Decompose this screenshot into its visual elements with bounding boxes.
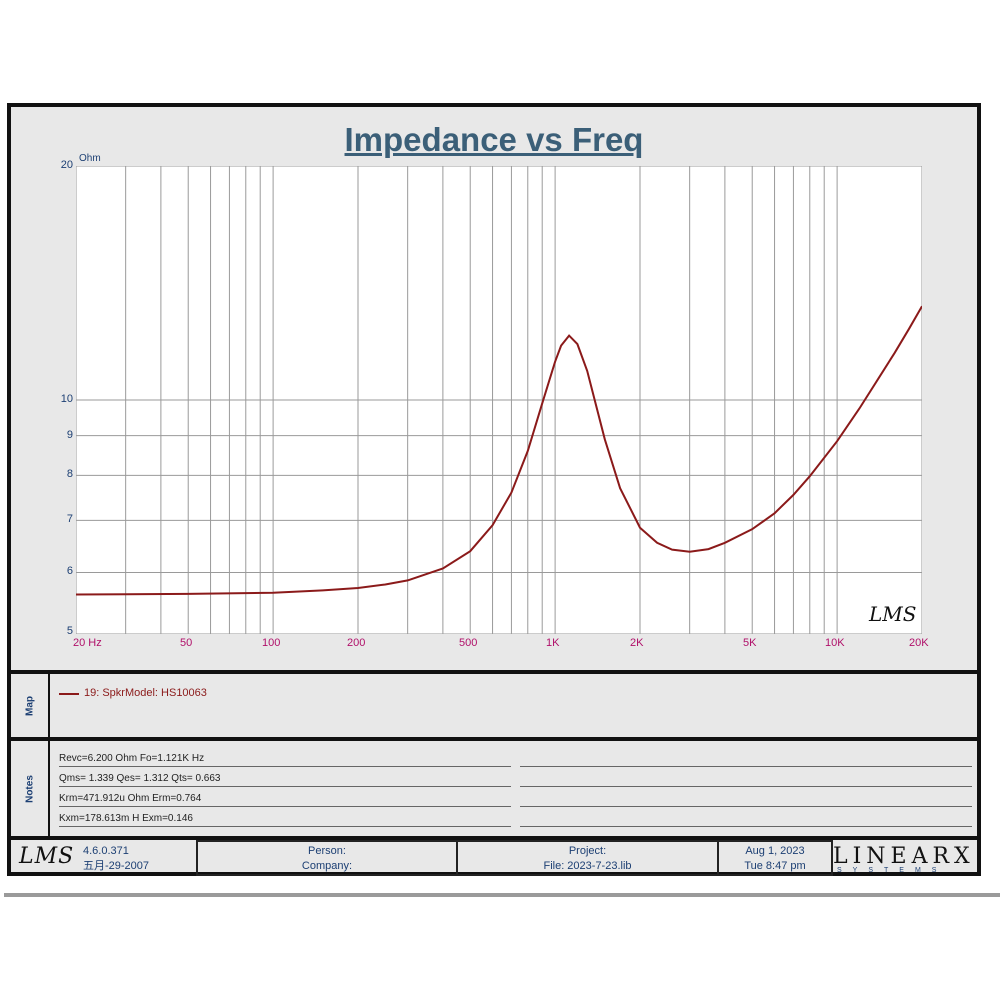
x-tick-label: 2K bbox=[630, 637, 644, 649]
x-tick-label: 1K bbox=[546, 637, 560, 649]
note-line: Revc=6.200 Ohm Fo=1.121K Hz bbox=[59, 753, 511, 767]
y-tick-label: 6 bbox=[66, 565, 73, 577]
datetime-cell: Aug 1, 2023 Tue 8:47 pm bbox=[717, 840, 833, 876]
map-panel-tab: Map bbox=[11, 674, 50, 737]
company-label: Company: bbox=[301, 860, 353, 872]
note-line-blank bbox=[520, 793, 972, 807]
project-cell: Project: File: 2023-7-23.lib bbox=[456, 840, 719, 876]
note-line-blank bbox=[520, 753, 972, 767]
x-tick-label: 20 Hz bbox=[73, 637, 102, 649]
plot-area bbox=[76, 166, 922, 634]
y-tick-label: 20 bbox=[60, 159, 73, 171]
plot-watermark-logo: LMS bbox=[869, 602, 917, 626]
bottom-shadow bbox=[4, 893, 1000, 897]
divider bbox=[11, 737, 977, 741]
run-date: Aug 1, 2023 bbox=[745, 845, 805, 857]
y-tick-label: 5 bbox=[66, 625, 73, 637]
run-time: Tue 8:47 pm bbox=[744, 860, 806, 872]
y-tick-label: 7 bbox=[66, 513, 73, 525]
note-line: Kxm=178.613m H Exm=0.146 bbox=[59, 813, 511, 827]
y-tick-label: 9 bbox=[66, 429, 73, 441]
version-number: 4.6.0.371 bbox=[83, 845, 129, 857]
x-tick-label: 20K bbox=[909, 637, 929, 649]
impedance-curve bbox=[76, 305, 922, 596]
file-label: File: 2023-7-23.lib bbox=[543, 860, 632, 872]
lms-logo: LMS bbox=[19, 844, 75, 869]
y-tick-label: 8 bbox=[66, 468, 73, 480]
notes-panel-tab: Notes bbox=[11, 741, 50, 836]
divider bbox=[11, 670, 977, 674]
x-tick-label: 200 bbox=[347, 637, 366, 649]
x-tick-label: 5K bbox=[743, 637, 757, 649]
note-line-blank bbox=[520, 773, 972, 787]
person-company-cell: Person: Company: bbox=[196, 840, 458, 876]
legend-swatch bbox=[59, 693, 79, 695]
chart-frame: Impedance vs Freq Ohm 20 10 9 8 7 6 5 20… bbox=[7, 103, 981, 876]
divider bbox=[11, 836, 977, 840]
y-axis-unit: Ohm bbox=[79, 153, 101, 164]
linearx-logo-subtitle: SYSTEMS bbox=[837, 867, 948, 874]
grid-lines bbox=[76, 166, 922, 634]
linearx-logo: LINEARX bbox=[833, 844, 975, 869]
x-tick-label: 100 bbox=[262, 637, 281, 649]
x-tick-label: 10K bbox=[825, 637, 845, 649]
project-label: Project: bbox=[568, 845, 607, 857]
note-line-blank bbox=[520, 813, 972, 827]
chart-title: Impedance vs Freq bbox=[344, 121, 644, 158]
version-info: 4.6.0.371 五月-29-2007 bbox=[83, 844, 149, 874]
y-tick-label: 10 bbox=[60, 393, 73, 405]
note-line: Krm=471.912u Ohm Erm=0.764 bbox=[59, 793, 511, 807]
map-panel-label: Map bbox=[24, 695, 35, 716]
x-tick-label: 500 bbox=[459, 637, 478, 649]
x-tick-label: 50 bbox=[180, 637, 193, 649]
note-line: Qms= 1.339 Qes= 1.312 Qts= 0.663 bbox=[59, 773, 511, 787]
notes-panel-label: Notes bbox=[24, 774, 35, 803]
person-label: Person: bbox=[308, 845, 346, 857]
legend-entry: 19: SpkrModel: HS10063 bbox=[84, 687, 207, 699]
version-date: 五月-29-2007 bbox=[83, 860, 150, 872]
